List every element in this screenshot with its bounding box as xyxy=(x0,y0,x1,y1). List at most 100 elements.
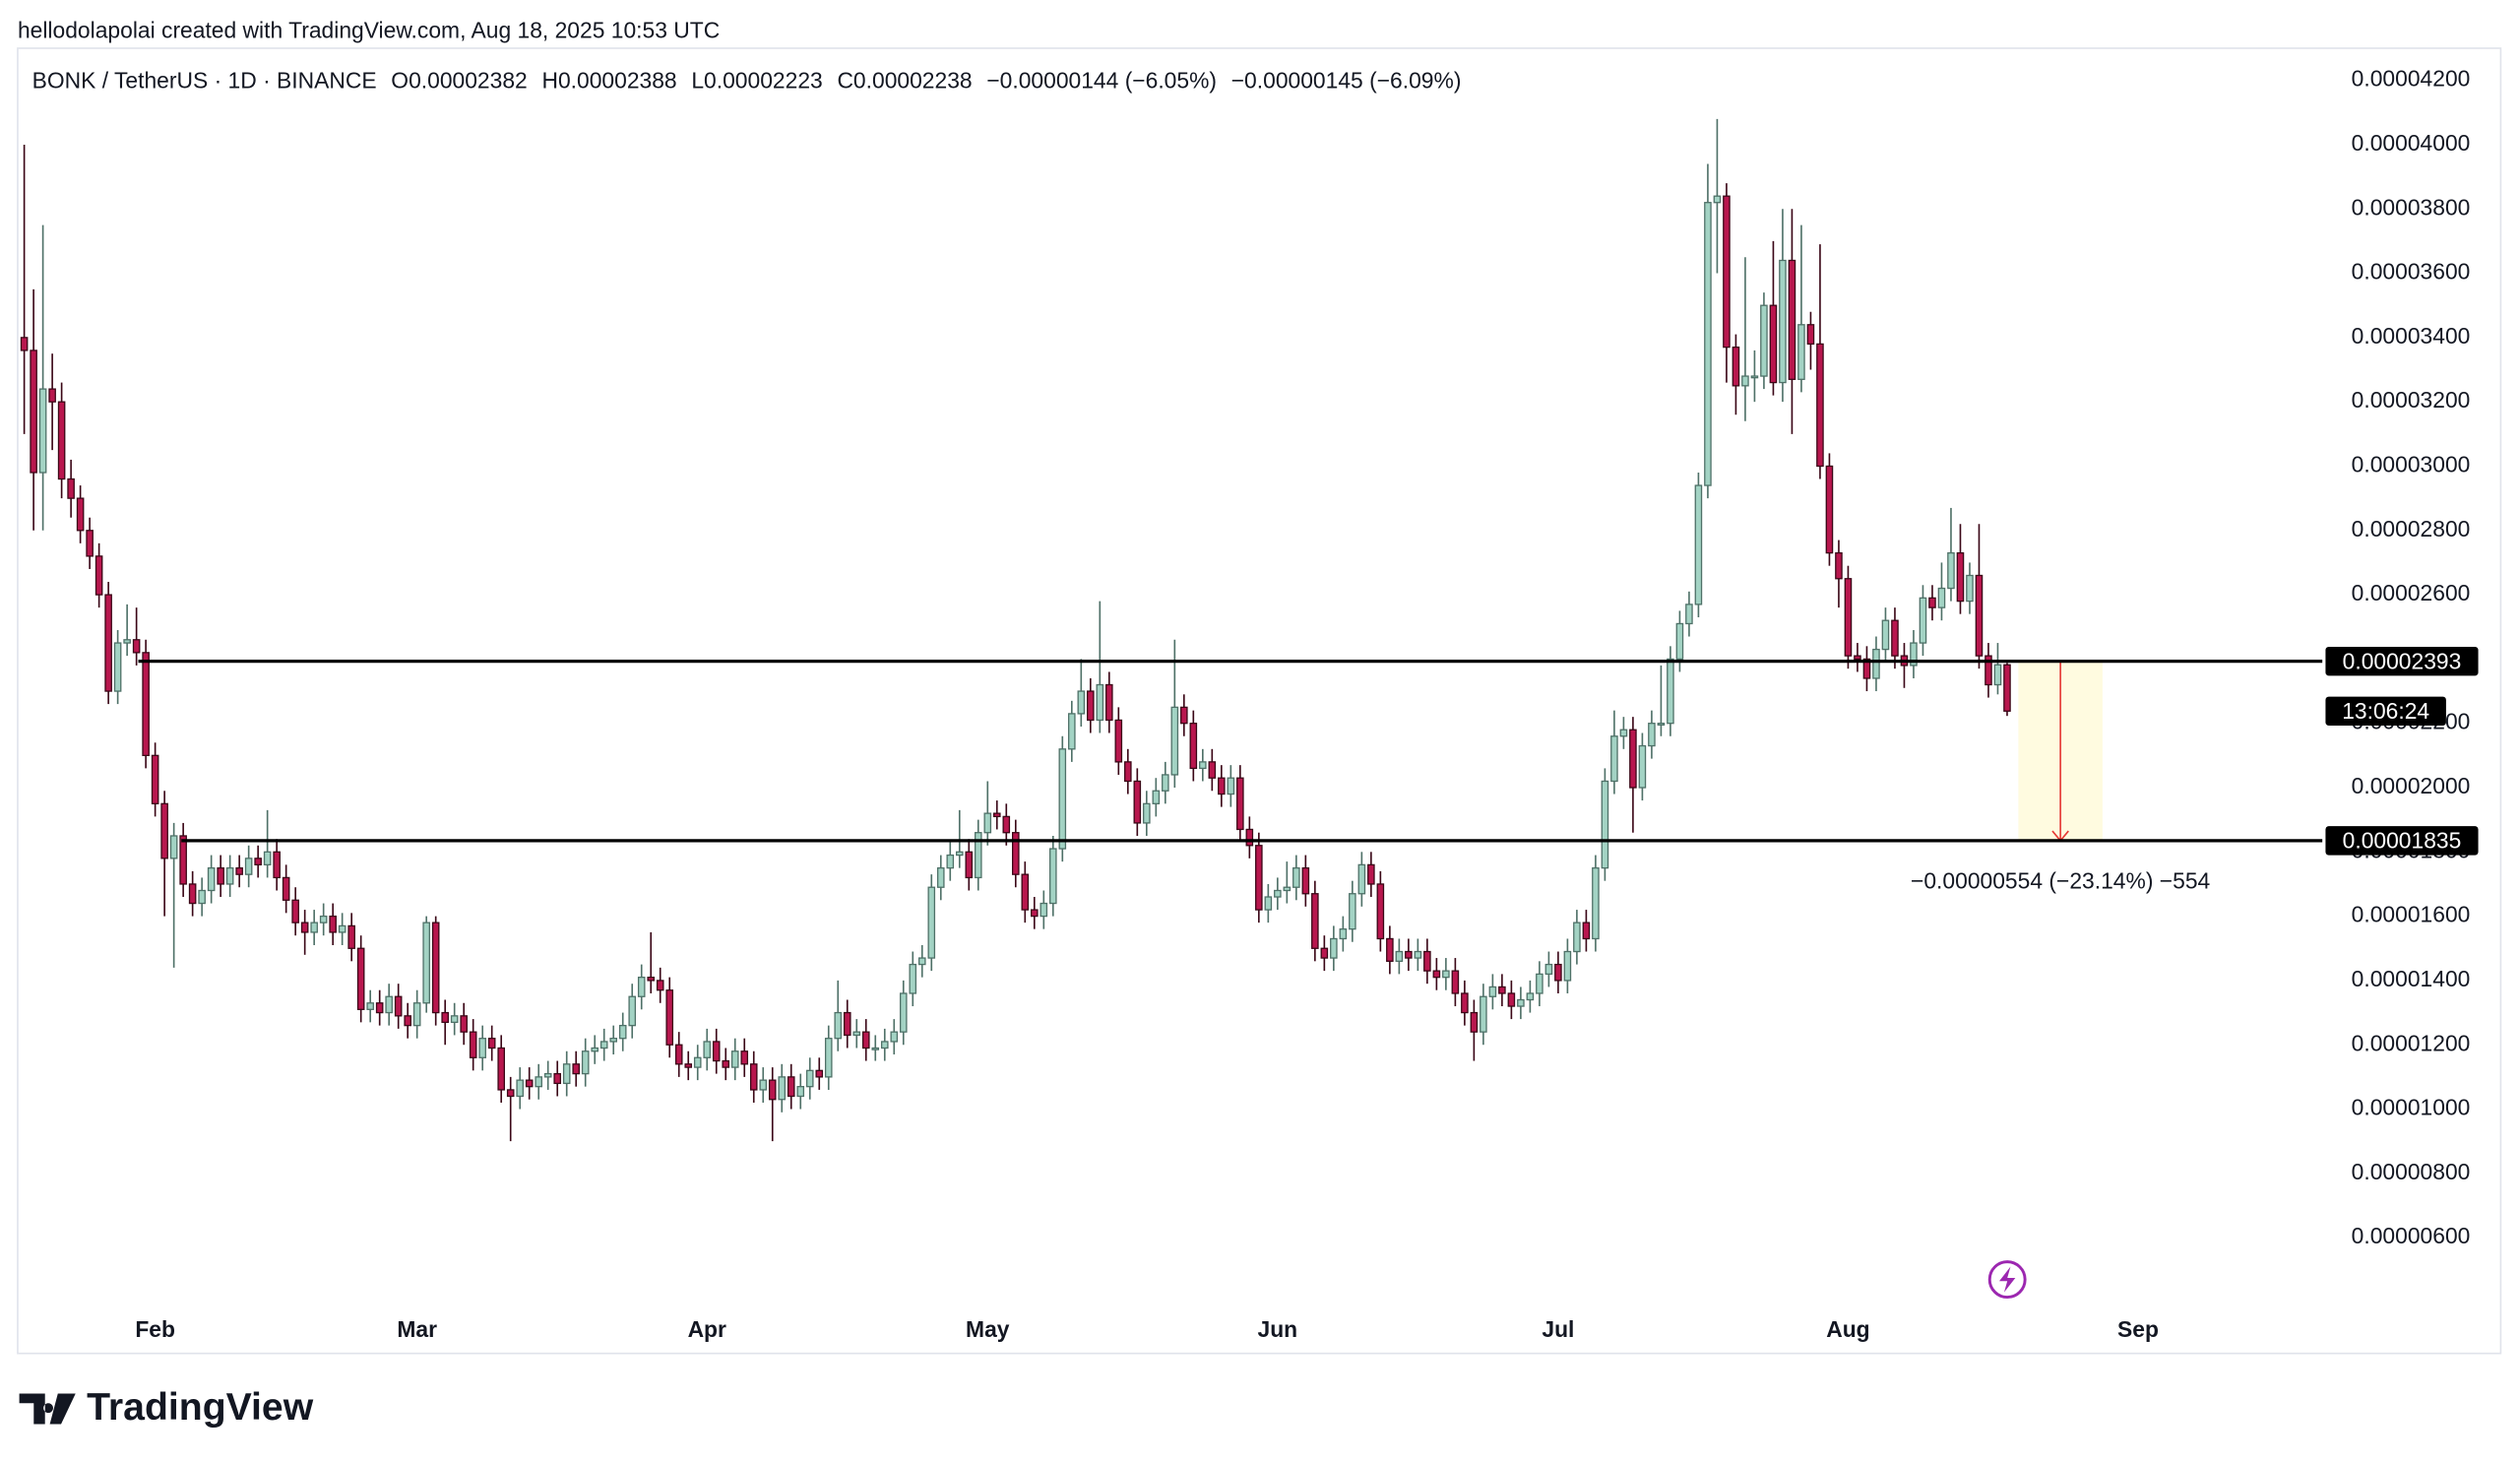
candle-body xyxy=(291,899,299,923)
candle-body xyxy=(460,1015,468,1033)
candle-body xyxy=(703,1041,712,1058)
candle-body xyxy=(562,1063,571,1085)
candle-body xyxy=(1349,893,1356,930)
candle-body xyxy=(768,1079,777,1101)
y-tick-label: 0.00002600 xyxy=(2352,580,2471,605)
candle-body xyxy=(1227,777,1235,795)
candle-body xyxy=(1956,551,1965,603)
candle-body xyxy=(38,388,47,474)
candle-body xyxy=(1330,937,1338,959)
candle-body xyxy=(1124,761,1132,783)
candle-body xyxy=(1311,893,1319,949)
candle-body xyxy=(1357,863,1366,895)
measure-label: −0.00000554 (−23.14%) −554 xyxy=(1911,867,2211,893)
candle-body xyxy=(1601,780,1609,869)
candle-body xyxy=(1189,723,1198,770)
y-tick-label: 0.00003000 xyxy=(2352,452,2471,477)
candle-body xyxy=(1498,986,1506,994)
candle-body xyxy=(431,922,440,1014)
candle-body xyxy=(1301,866,1310,895)
candle-body xyxy=(1582,922,1591,940)
candle-body xyxy=(1629,729,1637,789)
candle-body xyxy=(778,1076,787,1101)
y-tick-label: 0.00003400 xyxy=(2352,323,2471,349)
candle-body xyxy=(94,555,103,596)
candle-body xyxy=(1769,304,1778,384)
candle-body xyxy=(1414,950,1422,959)
candle-body xyxy=(525,1079,534,1088)
candle-body xyxy=(591,1047,599,1052)
ohlc-value: H0.00002388 xyxy=(541,67,676,93)
candle-body xyxy=(1750,375,1759,379)
candle-body xyxy=(1966,574,1974,603)
candle-body xyxy=(1068,713,1076,750)
candle-body xyxy=(244,858,253,875)
candle-body xyxy=(1058,748,1067,850)
candle-body xyxy=(936,866,945,888)
ohlc-value: −0.00000144 (−6.05%) xyxy=(986,67,1217,93)
candle-body xyxy=(1937,587,1946,608)
candle-body xyxy=(1919,597,1927,644)
candle-body xyxy=(282,876,290,901)
candle-body xyxy=(1432,970,1441,979)
candle-body xyxy=(86,530,94,557)
candle-body xyxy=(160,802,168,859)
candle-body xyxy=(1881,619,1890,651)
candle-body xyxy=(1517,998,1525,1007)
candle-body xyxy=(385,995,393,1014)
candle-body xyxy=(1096,683,1104,722)
candle-body xyxy=(1993,664,2002,686)
y-tick-label: 0.00001000 xyxy=(2352,1095,2471,1120)
candle-body xyxy=(132,639,141,654)
header: hellodolapolai created with TradingView.… xyxy=(18,18,720,43)
candle-body xyxy=(188,883,197,905)
candle-body xyxy=(581,1050,590,1075)
candle-body xyxy=(394,995,403,1017)
candle-body xyxy=(861,1031,870,1050)
candle-body xyxy=(151,754,159,804)
candle-body xyxy=(1788,259,1796,380)
candle-body xyxy=(871,1047,880,1050)
candle-body xyxy=(1152,790,1161,804)
y-tick-label: 0.00001400 xyxy=(2352,966,2471,991)
ohlc-value: O0.00002382 xyxy=(391,67,527,93)
candle-body xyxy=(123,639,131,644)
candle-body xyxy=(57,401,66,480)
candle-body xyxy=(647,976,656,982)
candle-body xyxy=(1339,928,1348,940)
ohlc-value: C0.00002238 xyxy=(837,67,972,93)
y-tick-label: 0.00001200 xyxy=(2352,1030,2471,1055)
candle-body xyxy=(1573,922,1581,953)
candle-body xyxy=(1844,578,1853,657)
candle-body xyxy=(1002,815,1011,834)
y-tick-label: 0.00003800 xyxy=(2352,194,2471,220)
y-tick-label: 0.00002000 xyxy=(2352,773,2471,798)
candle-body xyxy=(1077,690,1086,715)
candle-body xyxy=(946,854,955,869)
candle-body xyxy=(1012,832,1020,875)
candle-body xyxy=(965,851,974,879)
x-tick-label: Jul xyxy=(1542,1316,1574,1342)
candle-body xyxy=(356,947,365,1010)
candle-body xyxy=(1910,642,1918,667)
candle-body xyxy=(599,1041,608,1050)
candle-body xyxy=(450,1015,459,1024)
candle-body xyxy=(1563,950,1572,982)
candle-body xyxy=(1779,259,1787,384)
candle-body xyxy=(1488,986,1497,997)
candle-body xyxy=(300,922,309,933)
candle-body xyxy=(235,866,243,875)
candle-body xyxy=(1507,992,1516,1007)
candle-body xyxy=(1975,574,1984,657)
candle-body xyxy=(1928,597,1936,608)
candle-body xyxy=(1723,195,1731,349)
candle-body xyxy=(1087,690,1095,722)
candle-body xyxy=(217,866,224,885)
candle-body xyxy=(1180,706,1188,725)
candle-body xyxy=(740,1050,749,1065)
candle-body xyxy=(628,995,637,1027)
candle-body xyxy=(76,497,85,532)
candle-body xyxy=(730,1050,739,1068)
candle-body xyxy=(338,924,346,933)
